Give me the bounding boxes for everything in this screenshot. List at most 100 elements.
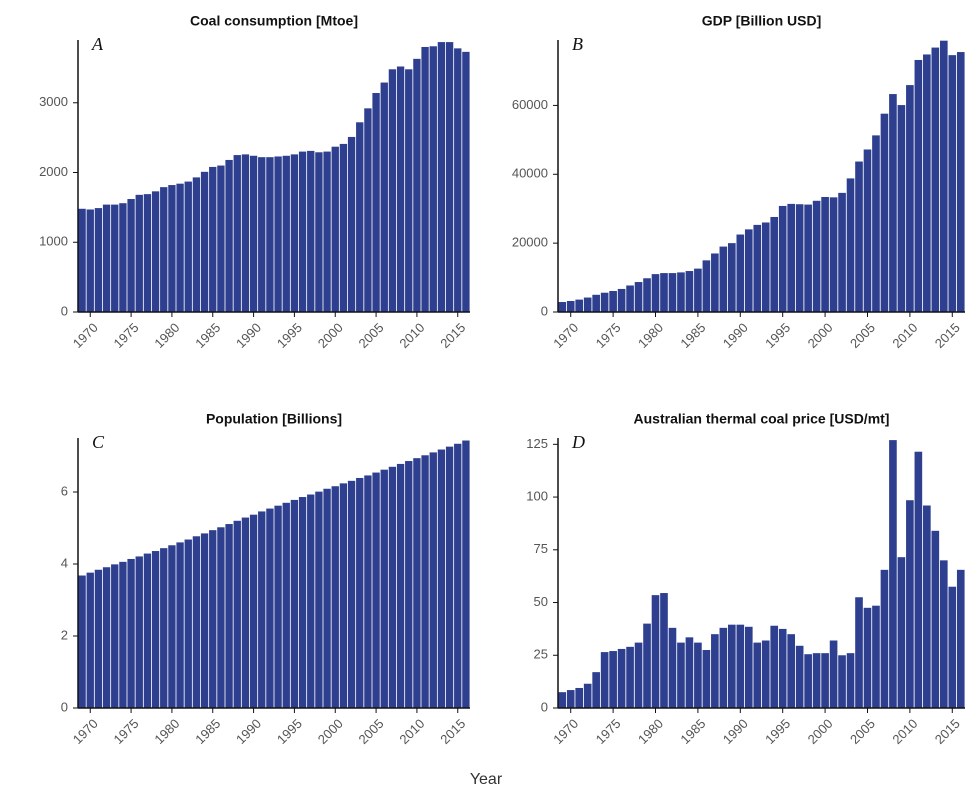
bar [761,640,770,708]
bar [176,542,184,708]
bar [880,569,889,708]
bar [241,517,250,708]
bar [200,171,209,312]
bar [600,652,609,708]
bar [429,452,437,708]
bar [855,597,863,708]
x-tick-label: 2010 [396,716,427,747]
y-tick-label: 60000 [512,97,548,112]
y-tick-label: 40000 [512,166,548,181]
bar [804,204,812,312]
bar [948,586,957,708]
bar [258,157,266,312]
x-tick-label: 1990 [233,320,264,351]
bar [914,451,923,708]
bar [931,530,940,708]
bar [761,222,770,312]
bar [380,82,388,313]
x-tick-label: 1970 [70,320,101,351]
x-tick-label: 2005 [356,320,387,351]
bar [668,273,677,312]
bar [111,204,119,312]
x-tick-label: 1985 [677,716,708,747]
bar [592,294,600,312]
bar [821,197,829,312]
bar [956,52,965,313]
bar [914,59,923,312]
bar [609,290,617,312]
bar [566,300,575,312]
y-tick-label: 6 [61,483,68,498]
bar [462,440,470,708]
bar [266,157,274,312]
bar [694,268,702,312]
bar [143,194,152,312]
bar [634,642,643,708]
bar [778,205,787,312]
bar [102,567,111,708]
bar [685,637,694,708]
bar [184,181,192,312]
bar [728,243,736,312]
bar [78,208,86,312]
bar [778,628,787,708]
y-tick-label: 0 [541,303,548,318]
bar [421,46,429,312]
bar [364,108,372,312]
bar [421,455,429,708]
bar [702,649,711,708]
bar [660,593,668,708]
x-tick-label: 2005 [847,320,878,351]
chart-title: GDP [Billion USD] [702,13,822,29]
bar [331,486,339,708]
bar [249,514,258,708]
bar [939,40,948,313]
bar [143,553,152,708]
bar [413,458,421,708]
bar [575,687,584,708]
bar [634,282,643,312]
bar [454,443,462,708]
bar [889,440,897,708]
bar [405,69,413,313]
bar [274,505,282,708]
bar [753,642,762,708]
bar [135,194,143,312]
bar [566,690,575,708]
x-tick-label: 2000 [805,320,836,351]
bar [94,208,103,312]
bar [396,66,405,312]
bar [829,197,838,312]
chart-title: Coal consumption [Mtoe] [190,13,358,29]
bar [583,683,592,708]
bar [413,58,421,313]
bar [948,55,957,313]
bar [956,569,965,708]
bar [102,204,111,312]
x-tick-label: 1990 [720,716,751,747]
bar [880,113,889,312]
x-tick-label: 1990 [233,716,264,747]
bar [753,224,762,312]
x-tick-label: 2015 [437,320,468,351]
x-tick-label: 2015 [932,320,963,351]
x-tick-label: 2000 [805,716,836,747]
bar [168,185,176,312]
bar [160,548,168,708]
y-tick-label: 0 [61,699,68,714]
bar [307,150,315,312]
bar [846,178,855,312]
bar [863,149,872,312]
bar [437,42,446,312]
bar [643,278,651,312]
bar [846,653,855,708]
bar [356,477,364,708]
y-tick-label: 75 [534,541,548,556]
bar [838,655,846,708]
x-tick-label: 1985 [677,320,708,351]
bar [829,640,838,708]
bar [405,461,413,708]
bar [372,93,380,312]
bar [454,48,462,312]
